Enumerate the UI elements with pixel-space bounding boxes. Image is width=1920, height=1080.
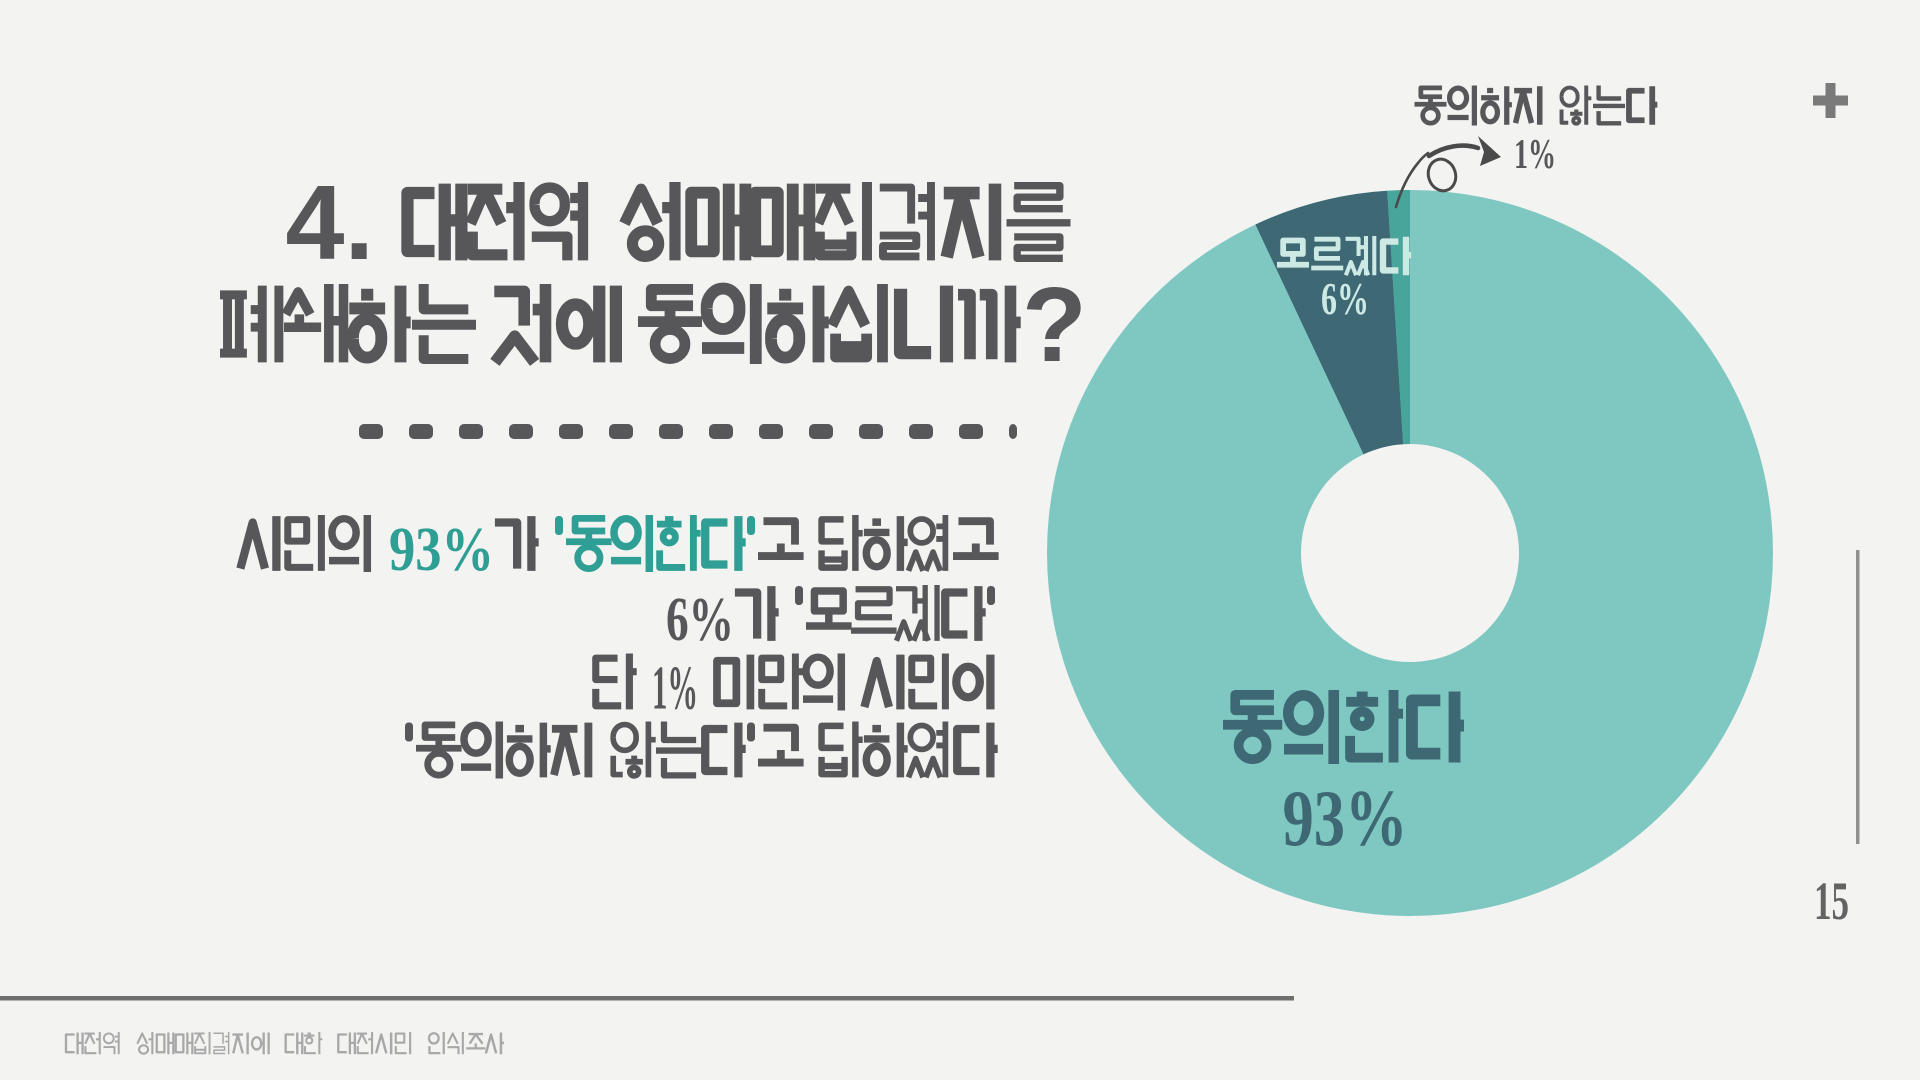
svg-text:6%: 6% xyxy=(1321,273,1369,324)
svg-text:15: 15 xyxy=(1814,871,1849,931)
svg-text:4.: 4. xyxy=(286,164,374,282)
svg-text:1%: 1% xyxy=(1514,132,1556,178)
svg-text:?: ? xyxy=(1022,266,1087,384)
svg-text:1%: 1% xyxy=(652,655,698,723)
svg-text:6%: 6% xyxy=(666,586,734,654)
svg-text:93%: 93% xyxy=(389,516,494,584)
svg-text:93%: 93% xyxy=(1283,775,1408,863)
